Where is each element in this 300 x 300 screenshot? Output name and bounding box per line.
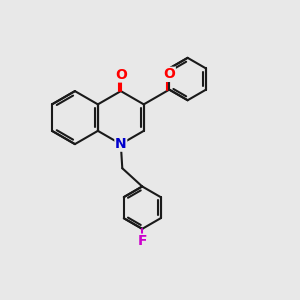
Text: O: O [115,68,127,82]
Text: F: F [137,234,147,248]
Text: N: N [115,137,127,151]
Text: O: O [163,67,175,81]
